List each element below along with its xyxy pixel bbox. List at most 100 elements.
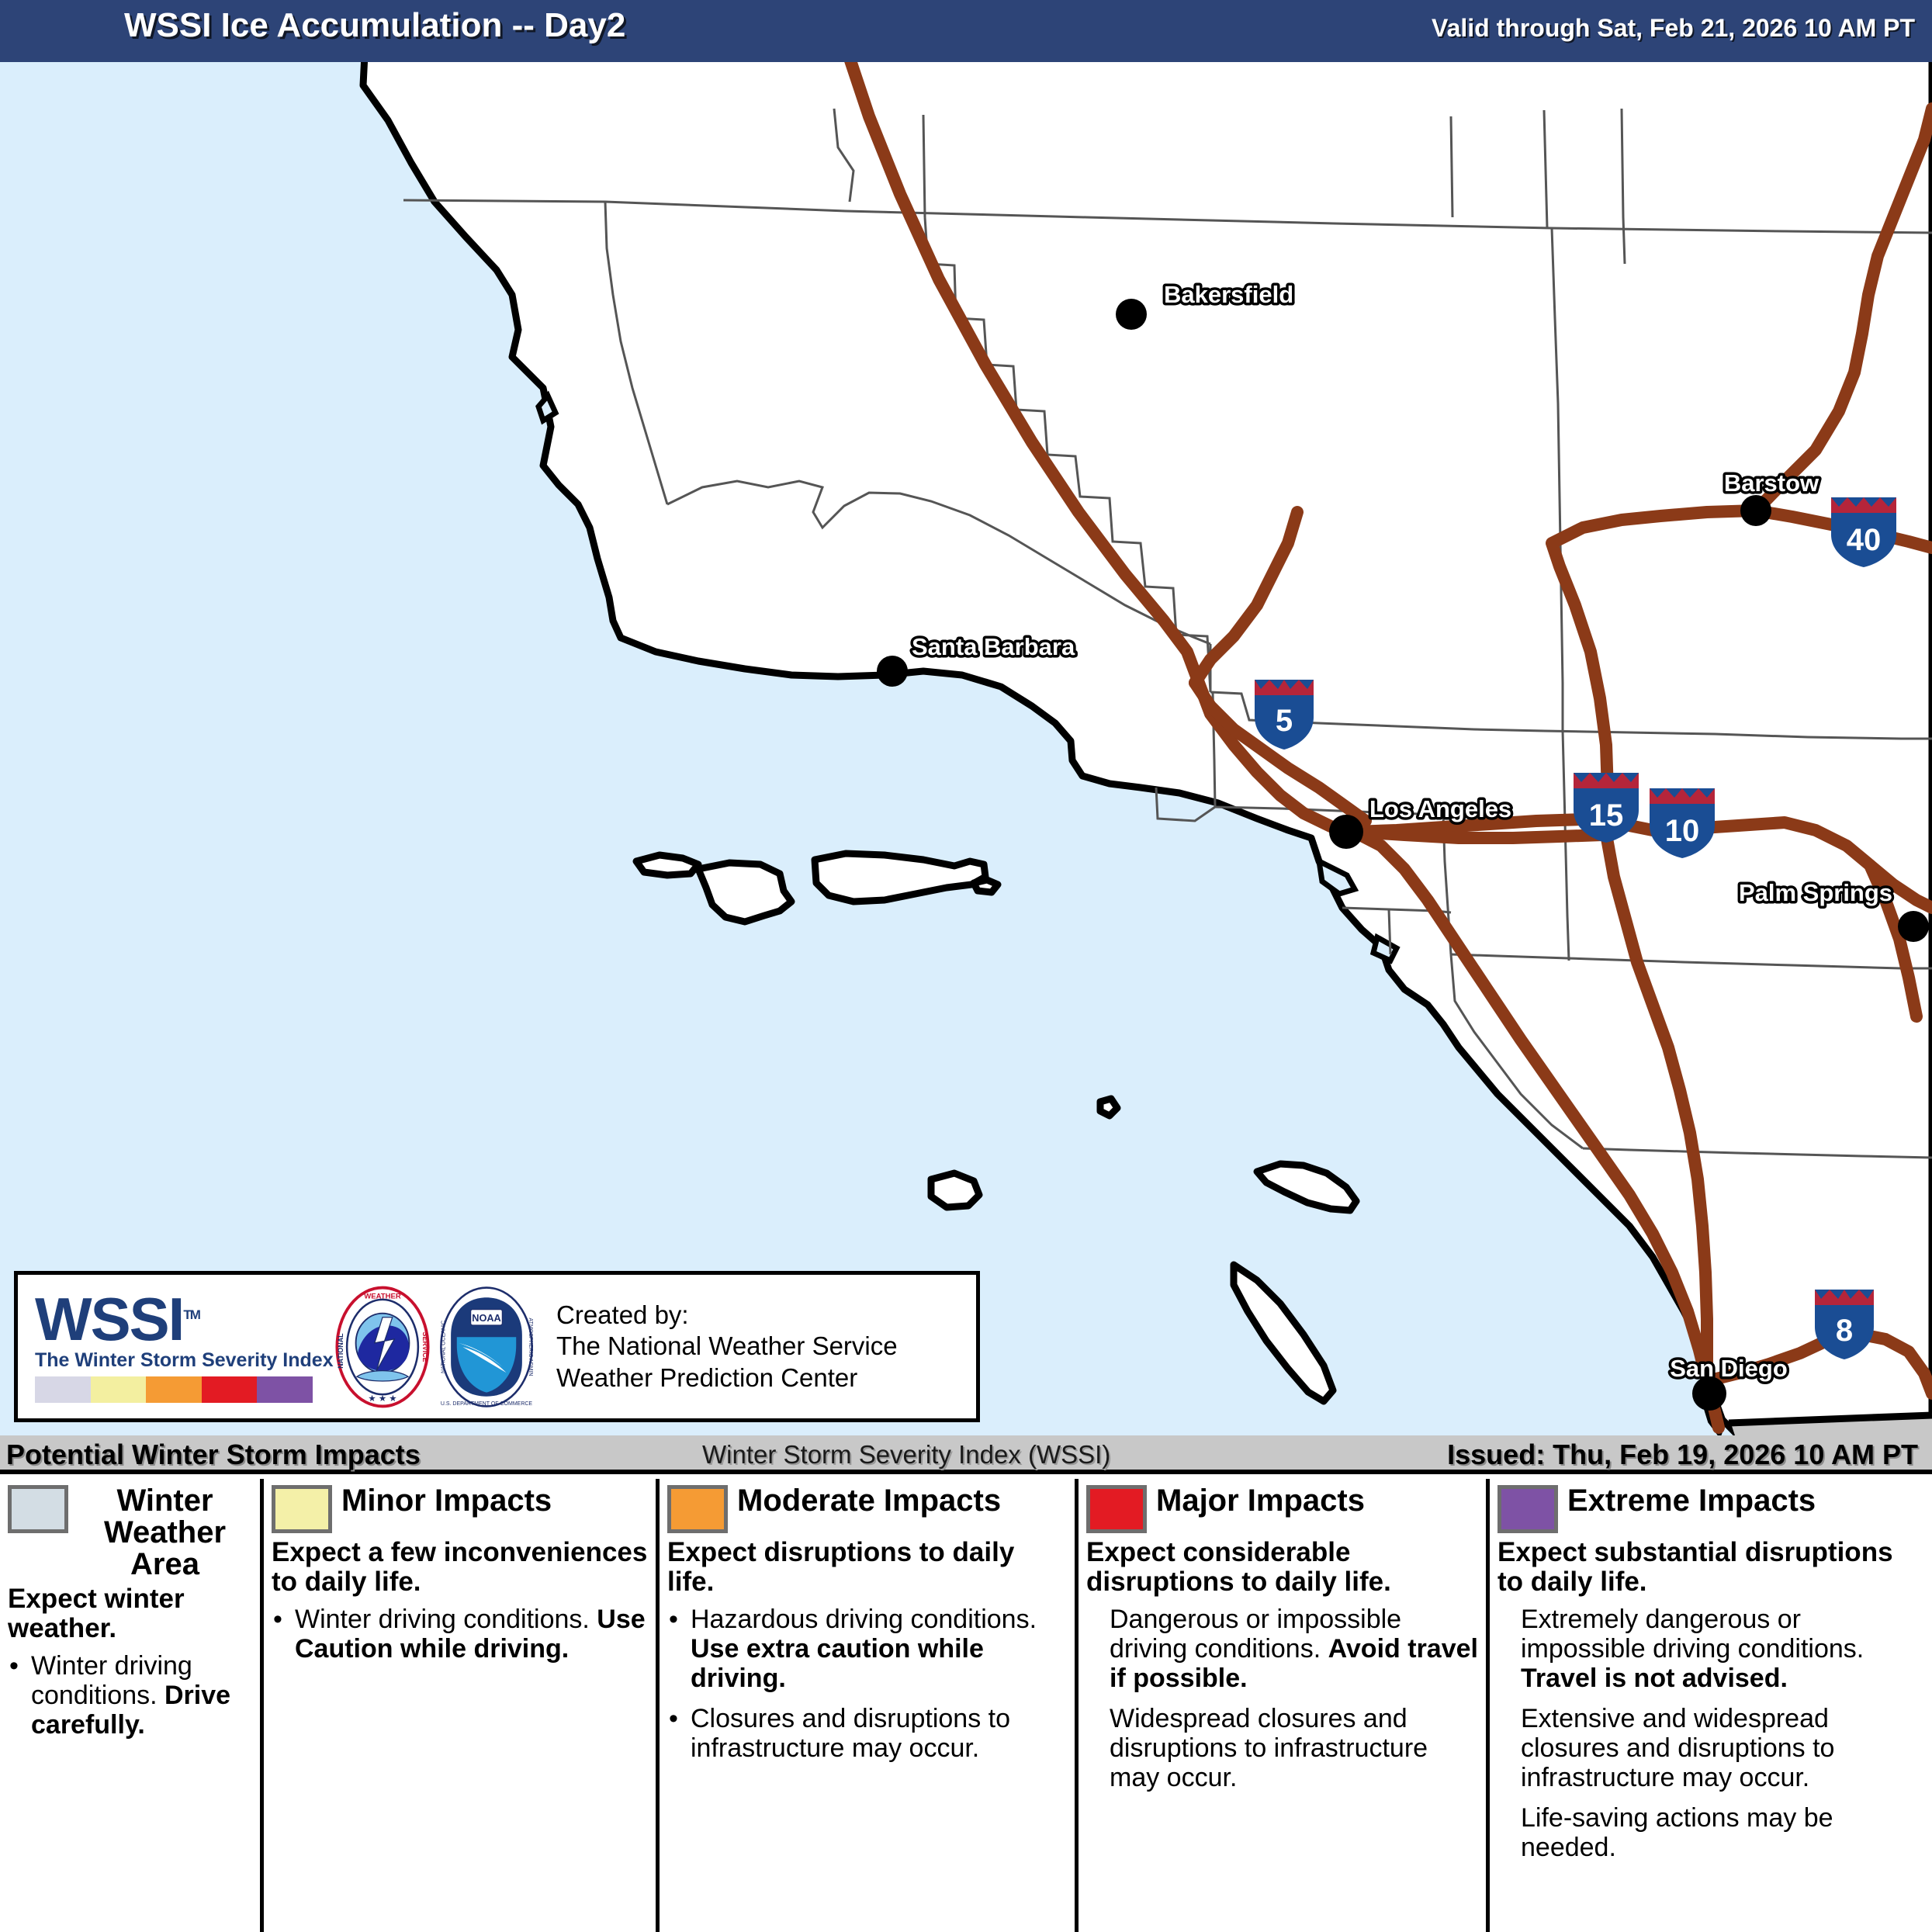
highway-sr58 (1189, 506, 1304, 689)
city-label-santa-barbara: Santa Barbara (912, 633, 1075, 660)
highway-i15 (1546, 504, 1762, 840)
city-label-palm-springs: Palm Springs (1739, 879, 1892, 906)
scale-swatch-minor (90, 1376, 147, 1404)
created-by-line3: Weather Prediction Center (556, 1362, 858, 1392)
california-landmass (359, 62, 1932, 1435)
created-by-block: Created by: The National Weather Service… (556, 1300, 898, 1394)
legend-summary-minor: Expect a few inconveniences to daily lif… (272, 1537, 648, 1597)
wssi-attribution-box: WSSITM The Winter Storm Severity Index W… (14, 1271, 980, 1422)
highway-i5-south (1348, 826, 1725, 1434)
svg-text:SERVICE: SERVICE (421, 1331, 429, 1362)
shield-i10: 10 (1650, 788, 1715, 858)
subheader-middle-text: Winter Storm Severity Index (WSSI) (702, 1440, 1111, 1469)
legend-bullet: Hazardous driving conditions. Use extra … (667, 1605, 1067, 1693)
legend-bullet: Winter driving conditions. Use Caution w… (272, 1605, 648, 1664)
subheader-left-text: Potential Winter Storm Impacts (6, 1439, 421, 1470)
legend-summary-winter: Expect winter weather. (8, 1584, 185, 1644)
legend-swatch-minor (272, 1485, 332, 1533)
highway-sr111 (1864, 859, 1923, 1023)
city-dot-santa-barbara (877, 656, 908, 687)
highway-us101 (1189, 677, 1372, 827)
city-dot-barstow (1740, 495, 1771, 526)
wssi-tagline: The Winter Storm Severity Index (35, 1349, 334, 1372)
city-label-bakersfield: Bakersfield (1164, 281, 1293, 308)
legend-summary-extreme: Expect substantial disruptions to daily … (1497, 1537, 1893, 1597)
city-dot-los-angeles (1329, 815, 1363, 849)
legend-title-winter: Winter Weather Area (103, 1484, 227, 1581)
highway-i15-north (1750, 102, 1932, 517)
bullet-plain: Closures and disruptions to infrastructu… (691, 1703, 1011, 1763)
bullet-plain: Winter driving conditions. (295, 1604, 597, 1634)
island-santa-barbara (1096, 1095, 1121, 1120)
svg-text:ATMOSPHERIC ADMIN: ATMOSPHERIC ADMIN (528, 1317, 533, 1376)
city-label-barstow: Barstow (1724, 469, 1819, 497)
valid-through-text: Valid through Sat, Feb 21, 2026 10 AM PT (1432, 14, 1915, 42)
legend-bullet: Winter driving conditions. Drive careful… (8, 1651, 252, 1740)
highway-sr91 (1348, 826, 1609, 844)
legend-column-moderate-impacts[interactable]: Moderate Impacts Expect disruptions to d… (660, 1479, 1079, 1932)
scale-swatch-winter (35, 1376, 91, 1404)
shield-i8: 8 (1815, 1290, 1874, 1359)
county-boundaries (403, 108, 1932, 1159)
city-label-los-angeles: Los Angeles (1369, 795, 1511, 822)
legend-swatch-extreme (1497, 1485, 1558, 1533)
legend-header: Winter Weather Area (8, 1485, 252, 1580)
legend-bullets-winter: Winter driving conditions. Drive careful… (8, 1651, 252, 1740)
scale-swatch-major (201, 1376, 258, 1404)
us-mexico-border-line (1728, 1411, 1932, 1427)
island-san-nicolas (927, 1169, 983, 1211)
interstate-shields: 5 15 10 40 (1255, 497, 1896, 1359)
impacts-legend: Winter Weather Area Expect winter weathe… (0, 1479, 1932, 1932)
legend-title-extreme: Extreme Impacts (1567, 1484, 1816, 1518)
legend-column-minor-impacts[interactable]: Minor Impacts Expect a few inconvenience… (264, 1479, 660, 1932)
legend-header: Extreme Impacts (1497, 1485, 1924, 1533)
legend-swatch-major (1086, 1485, 1147, 1533)
legend-bullet: Dangerous or impossible driving conditio… (1086, 1605, 1478, 1693)
bullet-bold: Avoid travel if possible. (1110, 1633, 1478, 1693)
nws-seal-icon: WEATHER NATIONAL SERVICE ★ ★ ★ (335, 1286, 430, 1407)
bullet-plain: Extremely dangerous or impossible drivin… (1521, 1604, 1864, 1664)
city-label-san-diego: San Diego (1670, 1355, 1788, 1382)
legend-bullets-moderate: Hazardous driving conditions. Use extra … (667, 1605, 1067, 1763)
svg-text:NATIONAL OCEANIC: NATIONAL OCEANIC (441, 1320, 446, 1373)
legend-column-winter-weather-area[interactable]: Winter Weather Area Expect winter weathe… (0, 1479, 264, 1932)
legend-title-major: Major Impacts (1156, 1484, 1365, 1518)
shield-label-i5: 5 (1276, 704, 1293, 738)
subheader-issued-text: Issued: Thu, Feb 19, 2026 10 AM PT (1447, 1439, 1918, 1470)
scale-swatch-moderate (146, 1376, 202, 1404)
legend-header: Major Impacts (1086, 1485, 1478, 1533)
highway-i15-south (1600, 828, 1713, 1380)
shield-label-i15: 15 (1589, 798, 1624, 833)
map-canvas[interactable]: 5 15 10 40 (0, 62, 1932, 1435)
island-santa-catalina (1253, 1160, 1360, 1214)
legend-swatch-moderate (667, 1485, 728, 1533)
highways (844, 62, 1932, 1434)
shield-label-i10: 10 (1665, 814, 1700, 848)
highway-i5 (844, 62, 1360, 838)
svg-text:U.S. DEPARTMENT OF COMMERCE: U.S. DEPARTMENT OF COMMERCE (441, 1401, 533, 1407)
shield-i15: 15 (1574, 773, 1639, 843)
map-graphic: 5 15 10 40 (0, 62, 1932, 1435)
shield-label-i8: 8 (1836, 1314, 1853, 1348)
noaa-seal-label: NOAA (472, 1311, 501, 1323)
legend-column-extreme-impacts[interactable]: Extreme Impacts Expect substantial disru… (1490, 1479, 1932, 1932)
legend-bullets-extreme: Extremely dangerous or impossible drivin… (1497, 1605, 1924, 1863)
created-by-line1: Created by: (556, 1300, 689, 1330)
shield-i5: 5 (1255, 680, 1314, 750)
svg-text:WEATHER: WEATHER (364, 1292, 401, 1300)
bullet-plain: Dangerous or impossible driving conditio… (1110, 1604, 1402, 1664)
wssi-wordmark: WSSITM (35, 1289, 201, 1349)
legend-bullet: Widespread closures and disruptions to i… (1086, 1704, 1478, 1792)
legend-title-moderate: Moderate Impacts (737, 1484, 1002, 1518)
bullet-plain: Extensive and widespread closures and di… (1521, 1703, 1835, 1792)
legend-swatch-winter (8, 1485, 68, 1533)
legend-header: Moderate Impacts (667, 1485, 1067, 1533)
legend-bullets-major: Dangerous or impossible driving conditio… (1086, 1605, 1478, 1792)
legend-bullets-minor: Winter driving conditions. Use Caution w… (272, 1605, 648, 1664)
legend-bullet: Extensive and widespread closures and di… (1497, 1704, 1924, 1792)
legend-summary-major: Expect considerable disruptions to daily… (1086, 1537, 1391, 1597)
legend-column-major-impacts[interactable]: Major Impacts Expect considerable disrup… (1079, 1479, 1490, 1932)
city-markers: Bakersfield Barstow Santa Barbara Los An… (877, 279, 1929, 1411)
legend-bullet: Life-saving actions may be needed. (1497, 1803, 1924, 1862)
